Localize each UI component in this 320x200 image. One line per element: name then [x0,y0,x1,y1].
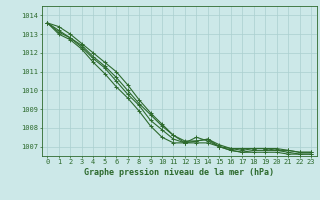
X-axis label: Graphe pression niveau de la mer (hPa): Graphe pression niveau de la mer (hPa) [84,168,274,177]
